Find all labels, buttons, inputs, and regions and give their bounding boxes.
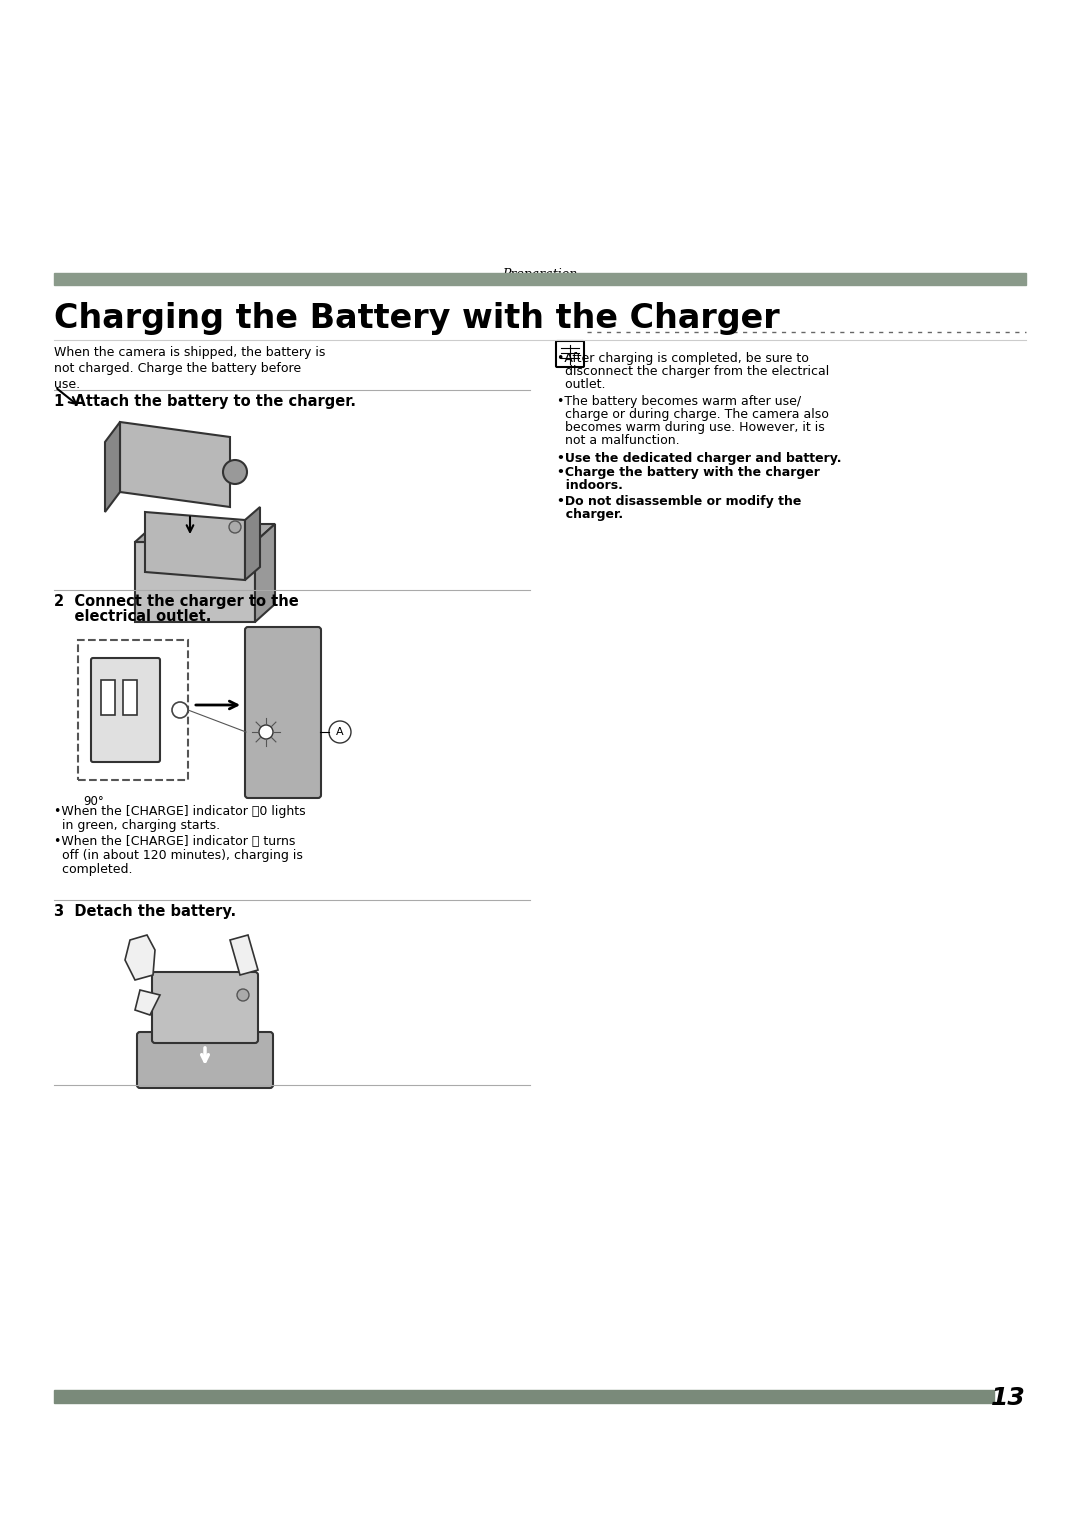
FancyBboxPatch shape: [556, 340, 584, 366]
Polygon shape: [145, 513, 245, 580]
Circle shape: [229, 520, 241, 533]
Polygon shape: [125, 935, 156, 980]
Text: use.: use.: [54, 378, 80, 391]
Circle shape: [259, 725, 273, 739]
Text: in green, charging starts.: in green, charging starts.: [54, 819, 220, 832]
Text: completed.: completed.: [54, 864, 133, 876]
Text: 13: 13: [991, 1386, 1026, 1410]
Text: off (in about 120 minutes), charging is: off (in about 120 minutes), charging is: [54, 848, 302, 862]
Polygon shape: [135, 990, 160, 1015]
Text: •After charging is completed, be sure to: •After charging is completed, be sure to: [557, 353, 809, 365]
Text: 90°: 90°: [83, 795, 104, 807]
Text: becomes warm during use. However, it is: becomes warm during use. However, it is: [557, 421, 825, 433]
Circle shape: [172, 702, 188, 719]
FancyBboxPatch shape: [137, 1032, 273, 1088]
Polygon shape: [245, 507, 260, 580]
Text: •Charge the battery with the charger: •Charge the battery with the charger: [557, 465, 820, 479]
Polygon shape: [105, 423, 120, 513]
Polygon shape: [255, 523, 275, 623]
Polygon shape: [230, 935, 258, 975]
Text: indoors.: indoors.: [557, 479, 623, 491]
Text: outlet.: outlet.: [557, 378, 606, 391]
Text: When the camera is shipped, the battery is: When the camera is shipped, the battery …: [54, 346, 325, 359]
Bar: [54, 273, 1026, 285]
FancyBboxPatch shape: [152, 972, 258, 1042]
Polygon shape: [120, 423, 230, 507]
Text: •When the [CHARGE] indicator ⑁0 lights: •When the [CHARGE] indicator ⑁0 lights: [54, 806, 306, 818]
Text: A: A: [336, 726, 343, 737]
Text: •Use the dedicated charger and battery.: •Use the dedicated charger and battery.: [557, 452, 841, 465]
Text: Charging the Battery with the Charger: Charging the Battery with the Charger: [54, 302, 780, 336]
Text: 2  Connect the charger to the: 2 Connect the charger to the: [54, 594, 299, 609]
Text: electrical outlet.: electrical outlet.: [54, 609, 212, 624]
Text: •When the [CHARGE] indicator ⑁ turns: •When the [CHARGE] indicator ⑁ turns: [54, 835, 295, 848]
Bar: [78, 639, 188, 780]
Text: •Do not disassemble or modify the: •Do not disassemble or modify the: [557, 494, 801, 508]
Circle shape: [232, 549, 248, 565]
Text: •The battery becomes warm after use/: •The battery becomes warm after use/: [557, 395, 801, 407]
Text: Preparation: Preparation: [502, 269, 578, 281]
Text: not charged. Charge the battery before: not charged. Charge the battery before: [54, 362, 301, 375]
Text: charger.: charger.: [557, 508, 623, 520]
FancyBboxPatch shape: [91, 658, 160, 761]
Text: 1  Attach the battery to the charger.: 1 Attach the battery to the charger.: [54, 394, 356, 409]
FancyBboxPatch shape: [245, 627, 321, 798]
Text: not a malfunction.: not a malfunction.: [557, 433, 679, 447]
Text: charge or during charge. The camera also: charge or during charge. The camera also: [557, 407, 828, 421]
Polygon shape: [135, 523, 275, 542]
Text: disconnect the charger from the electrical: disconnect the charger from the electric…: [557, 365, 829, 378]
Text: 3  Detach the battery.: 3 Detach the battery.: [54, 903, 237, 919]
Polygon shape: [135, 542, 255, 623]
Circle shape: [222, 459, 247, 484]
Circle shape: [237, 989, 249, 1001]
Circle shape: [329, 720, 351, 743]
Bar: [54, 1390, 994, 1402]
Bar: [102, 681, 114, 716]
Bar: [123, 681, 137, 716]
